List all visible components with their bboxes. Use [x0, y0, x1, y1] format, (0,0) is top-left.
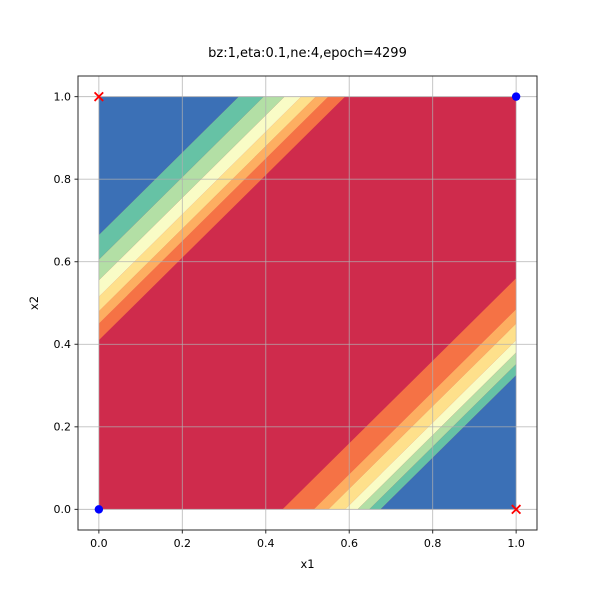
axes-frame [77, 75, 538, 531]
sample-point-x [93, 91, 104, 102]
x-tick-label: 1.0 [507, 537, 525, 550]
sample-point-circle [511, 92, 521, 101]
y-tick-label: 0.0 [54, 503, 72, 516]
x-tick-label: 0.0 [90, 537, 108, 550]
plot-title: bz:1,eta:0.1,ne:4,epoch=4299 [208, 46, 407, 61]
y-tick-label: 1.0 [54, 90, 72, 103]
x-axis-title: x1 [300, 557, 315, 571]
sample-point-x [511, 504, 522, 515]
x-tick-label: 0.8 [424, 537, 442, 550]
y-tick-label: 0.6 [54, 256, 72, 269]
x-tick-label: 0.2 [174, 537, 192, 550]
x-tick-label: 0.4 [257, 537, 275, 550]
sample-point-circle [94, 505, 104, 514]
x-tick-label: 0.6 [340, 537, 358, 550]
y-tick-label: 0.8 [54, 173, 72, 186]
y-axis-title: x2 [27, 295, 41, 311]
y-tick-label: 0.4 [54, 338, 72, 351]
y-tick-label: 0.2 [54, 421, 72, 434]
